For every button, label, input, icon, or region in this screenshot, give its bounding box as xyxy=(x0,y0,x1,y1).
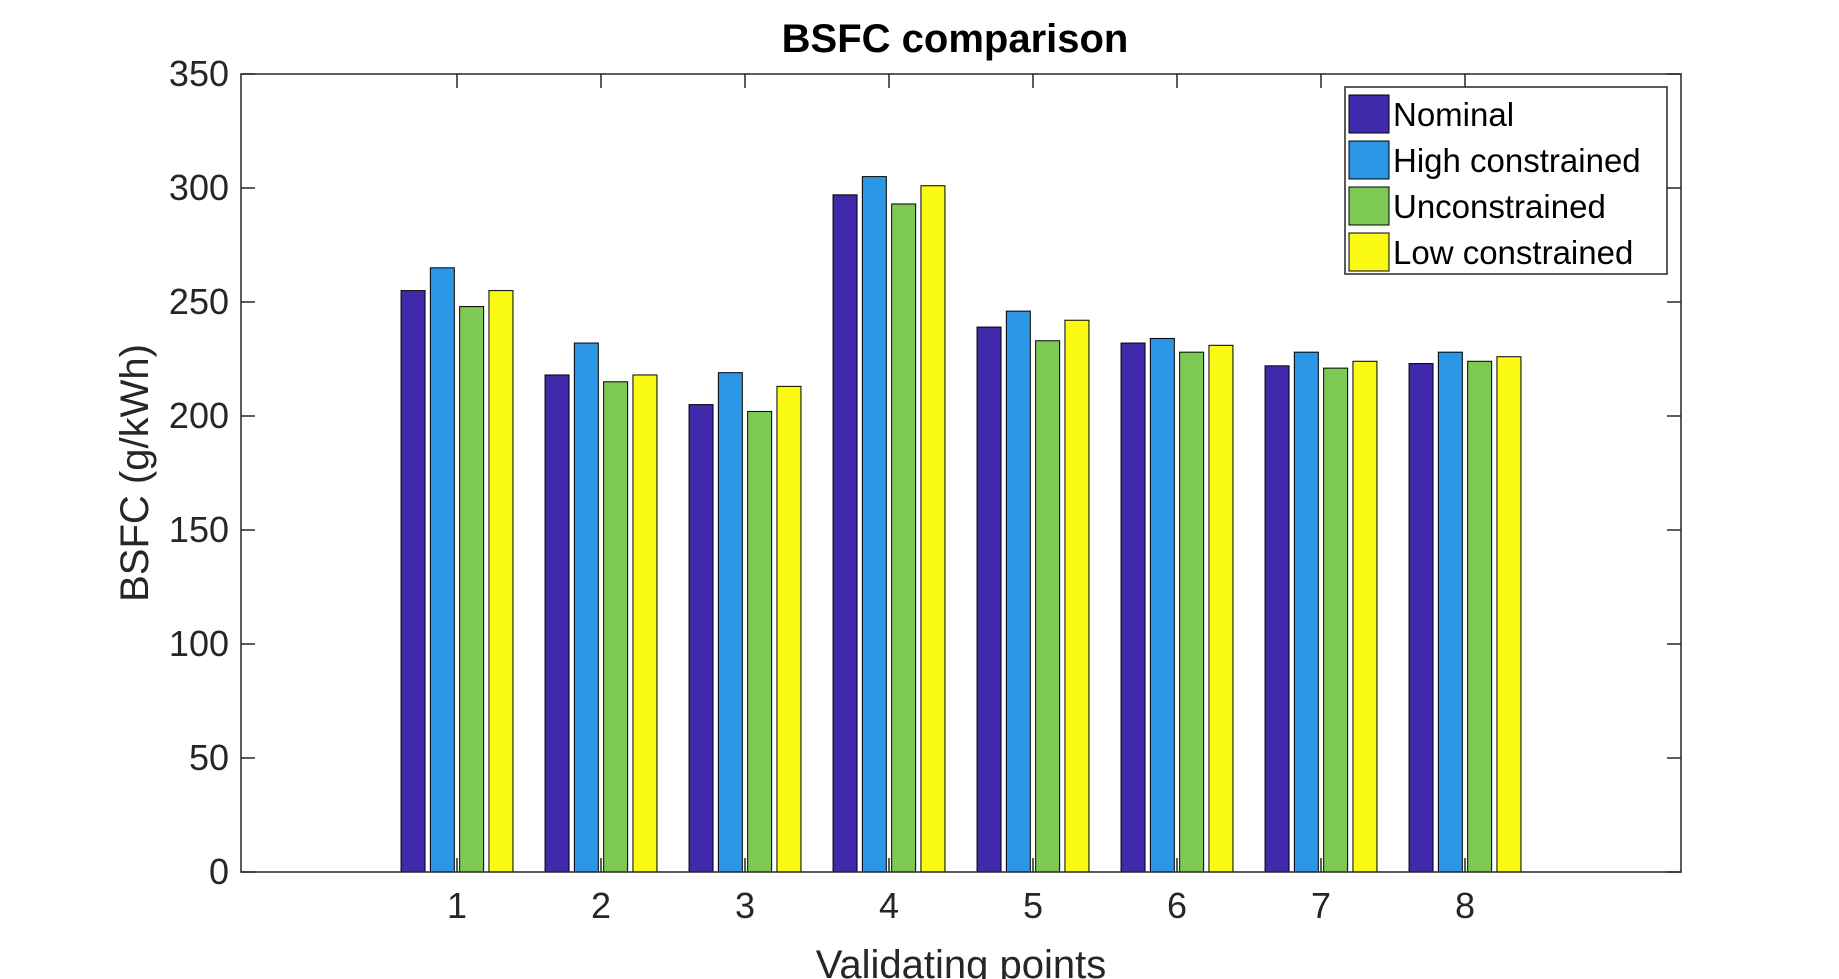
bar-nominal-4 xyxy=(832,194,858,873)
legend-entry: Unconstrained xyxy=(1393,188,1606,225)
legend-swatch xyxy=(1348,232,1390,272)
bar-low-constrained-3 xyxy=(776,385,802,873)
plot-frame xyxy=(240,73,1682,873)
bars-group xyxy=(400,176,1522,873)
x-tick-label: 5 xyxy=(1023,885,1043,926)
y-tick-label: 150 xyxy=(169,509,229,550)
y-axis-label: BSFC (g/kWh) xyxy=(113,344,157,602)
y-tick-label: 300 xyxy=(169,167,229,208)
y-tick-label: 200 xyxy=(169,395,229,436)
bar-nominal-8 xyxy=(1408,363,1434,873)
bar-high-constrained-5 xyxy=(1005,310,1031,873)
y-tick-label: 100 xyxy=(169,623,229,664)
y-tick-label: 350 xyxy=(169,53,229,94)
legend-box xyxy=(1344,86,1668,275)
bar-unconstrained-8 xyxy=(1467,360,1493,873)
x-tick-label: 8 xyxy=(1455,885,1475,926)
legend-swatch xyxy=(1348,94,1390,134)
bar-high-constrained-2 xyxy=(573,342,599,873)
bar-nominal-2 xyxy=(544,374,570,873)
bar-unconstrained-7 xyxy=(1323,367,1349,873)
legend: Nominal High constrained Unconstrained Low … xyxy=(1344,86,1668,275)
bar-unconstrained-6 xyxy=(1179,351,1205,873)
x-tick-label: 3 xyxy=(735,885,755,926)
bar-low-constrained-6 xyxy=(1208,344,1234,873)
bar-nominal-1 xyxy=(400,290,426,873)
bar-high-constrained-7 xyxy=(1293,351,1319,873)
legend-swatch xyxy=(1348,186,1390,226)
legend-entry: High constrained xyxy=(1393,142,1641,179)
bar-low-constrained-7 xyxy=(1352,360,1378,873)
bar-high-constrained-4 xyxy=(861,176,887,873)
bar-nominal-6 xyxy=(1120,342,1146,873)
bar-unconstrained-2 xyxy=(603,381,629,873)
bar-unconstrained-1 xyxy=(459,306,485,873)
bar-high-constrained-1 xyxy=(429,267,455,873)
bar-unconstrained-5 xyxy=(1035,340,1061,873)
bar-unconstrained-3 xyxy=(747,410,773,873)
bar-high-constrained-6 xyxy=(1149,337,1175,873)
bar-high-constrained-8 xyxy=(1437,351,1463,873)
x-axis-label: Validating points xyxy=(816,943,1107,979)
bar-low-constrained-5 xyxy=(1064,319,1090,873)
x-tick-label: 1 xyxy=(447,885,467,926)
y-tick-label: 250 xyxy=(169,281,229,322)
legend-entry: Nominal xyxy=(1393,96,1514,133)
x-tick-label: 4 xyxy=(879,885,899,926)
bar-low-constrained-2 xyxy=(632,374,658,873)
y-tick-label: 0 xyxy=(209,851,229,892)
legend-entry: Low constrained xyxy=(1393,234,1633,271)
bar-unconstrained-4 xyxy=(891,203,917,873)
bar-nominal-7 xyxy=(1264,365,1290,873)
bar-high-constrained-3 xyxy=(717,372,743,873)
x-tick-label: 6 xyxy=(1167,885,1187,926)
x-tick-label: 7 xyxy=(1311,885,1331,926)
x-tick-label: 2 xyxy=(591,885,611,926)
bar-low-constrained-4 xyxy=(920,185,946,873)
bar-low-constrained-8 xyxy=(1496,356,1522,873)
bar-nominal-3 xyxy=(688,404,714,873)
chart-title: BSFC comparison xyxy=(782,17,1129,61)
y-axis: 0 50 100 150 200 250 300 350 xyxy=(169,53,1681,892)
bar-low-constrained-1 xyxy=(488,290,514,873)
legend-swatch xyxy=(1348,140,1390,180)
y-tick-label: 50 xyxy=(189,737,229,778)
bar-nominal-5 xyxy=(976,326,1002,873)
x-axis: 1 2 3 4 5 6 7 8 xyxy=(447,74,1475,926)
